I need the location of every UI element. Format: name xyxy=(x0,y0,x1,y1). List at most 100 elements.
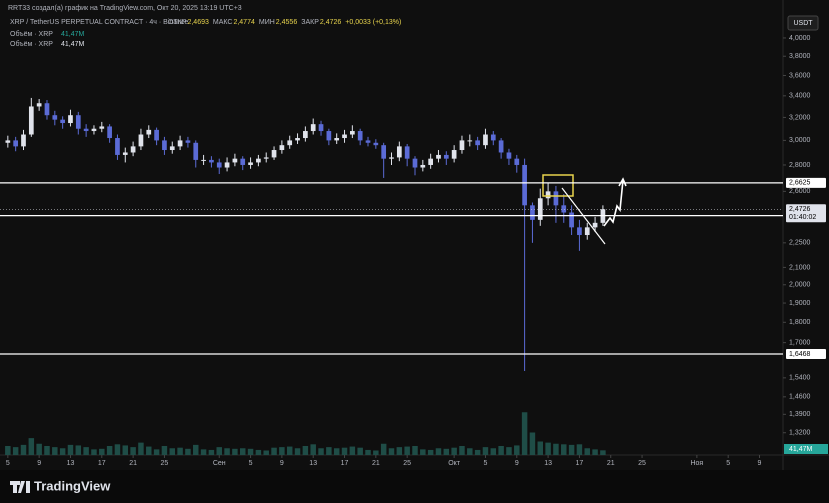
candle-body xyxy=(146,129,152,135)
candle-body xyxy=(506,152,512,159)
volume-bar xyxy=(584,448,590,455)
candle-body xyxy=(592,222,598,228)
x-tick-label: 25 xyxy=(638,460,646,467)
volume-bar xyxy=(114,444,121,455)
volume-bar xyxy=(600,450,606,455)
volume-bar xyxy=(255,449,262,455)
volume-bar xyxy=(247,448,254,455)
candle-body xyxy=(483,134,488,146)
volume-bar xyxy=(224,448,230,455)
volume-bar xyxy=(12,447,19,455)
candle-body xyxy=(209,159,214,163)
y-tick-label: 1,9000 xyxy=(789,300,811,307)
volume-bar xyxy=(200,449,207,455)
volume-bar xyxy=(553,443,559,455)
volume-bar xyxy=(99,448,105,455)
countdown: 01:40:02 xyxy=(789,214,816,221)
x-tick-label: 21 xyxy=(129,460,137,467)
x-tick-label: 5 xyxy=(484,460,488,467)
y-tick-label: 1,8000 xyxy=(789,319,811,326)
y-tick-label: 4,0000 xyxy=(789,35,811,42)
volume-bar xyxy=(412,446,418,455)
y-tick-label: 3,4000 xyxy=(789,93,811,100)
candle-body xyxy=(107,126,112,139)
volume-bar xyxy=(208,449,215,455)
candle-body xyxy=(498,140,504,153)
candle-body xyxy=(342,134,347,139)
candle-body xyxy=(52,115,58,120)
y-tick-label: 3,8000 xyxy=(789,53,811,60)
volume-bar xyxy=(568,444,575,455)
volume-bar xyxy=(326,447,332,455)
volume-bar xyxy=(357,447,363,455)
candle-body xyxy=(420,164,426,168)
y-tick-label: 1,3200 xyxy=(789,430,811,437)
ohlc-value: 2,4726 xyxy=(320,19,342,26)
volume-bar xyxy=(474,449,481,455)
volume-bar xyxy=(333,448,340,455)
volume-bar xyxy=(161,446,168,455)
footer xyxy=(0,470,829,503)
candle-body xyxy=(577,227,582,236)
x-tick-label: Окт xyxy=(448,460,461,467)
candle-body xyxy=(514,158,520,165)
last-price-label: 2,4726 xyxy=(789,206,811,213)
candle-body xyxy=(21,134,26,147)
x-tick-label: 9 xyxy=(758,460,762,467)
ohlc-name: ЗАКР xyxy=(301,19,319,26)
x-tick-label: Сен xyxy=(213,460,226,467)
candle-body xyxy=(475,140,480,146)
volume-bar xyxy=(318,448,324,455)
volume-bar xyxy=(52,447,58,455)
candle-body xyxy=(279,145,285,151)
x-tick-label: Ноя xyxy=(690,460,703,467)
candle-body xyxy=(412,158,418,168)
candle-body xyxy=(75,115,81,129)
volume-bar xyxy=(349,446,356,455)
candle-body xyxy=(169,146,175,151)
volume-bar xyxy=(396,447,403,455)
volume-bar xyxy=(130,447,136,455)
x-tick-label: 21 xyxy=(372,460,380,467)
volume-bar xyxy=(373,450,379,455)
y-tick-label: 2,0000 xyxy=(789,282,811,289)
volume-bar xyxy=(193,444,199,455)
volume-legend-value: 41,47M xyxy=(61,41,85,48)
candle-body xyxy=(68,115,73,124)
candle-body xyxy=(216,162,222,168)
y-tick-label: 2,8000 xyxy=(789,162,811,169)
candle-body xyxy=(584,227,590,236)
ohlc-name: МИН xyxy=(259,19,275,26)
candle-body xyxy=(28,106,34,135)
candle-body xyxy=(122,152,128,155)
volume-bar xyxy=(279,447,285,455)
volume-bar xyxy=(232,448,238,455)
volume-bar xyxy=(545,442,551,455)
x-tick-label: 17 xyxy=(576,460,584,467)
candle-body xyxy=(459,140,465,151)
volume-bar xyxy=(459,446,465,455)
volume-bar xyxy=(341,447,348,455)
candle-body xyxy=(522,164,527,206)
candle-body xyxy=(310,124,316,132)
volume-bar xyxy=(44,446,50,455)
candle-body xyxy=(553,191,559,206)
symbol: XRP / TetherUS PERPETUAL CONTRACT · 4ч ·… xyxy=(10,19,189,26)
candle-body xyxy=(248,162,253,165)
candle-body xyxy=(138,134,144,147)
candle-body xyxy=(91,128,97,132)
volume-bar xyxy=(514,445,520,455)
volume-bar xyxy=(294,448,301,455)
level-label-bg xyxy=(786,177,826,188)
x-tick-label: 9 xyxy=(515,460,519,467)
logo xyxy=(10,481,30,493)
volume-bar xyxy=(467,448,473,455)
candle-body xyxy=(271,150,277,158)
level-label: 1,6468 xyxy=(789,351,811,358)
volume-bar xyxy=(20,444,27,455)
volume-bar xyxy=(380,443,387,455)
volume-bar xyxy=(482,447,489,455)
candle-body xyxy=(201,159,206,161)
candle-body xyxy=(130,146,136,153)
